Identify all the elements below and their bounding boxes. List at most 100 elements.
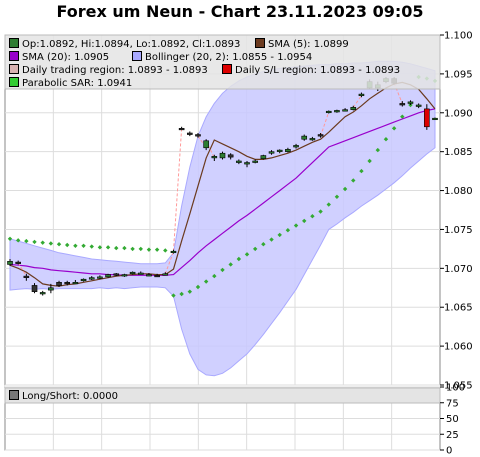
candle-body — [285, 149, 291, 152]
sar-point — [351, 178, 356, 183]
sar-point — [400, 114, 405, 119]
sar-point — [15, 238, 21, 243]
sar-point — [65, 242, 70, 248]
candle-body — [350, 107, 357, 110]
y-tick-label: 1.075 — [444, 225, 473, 236]
sar-point — [383, 137, 389, 142]
chart-title: Forex um Neun - Chart 23.11.2023 09:05 — [56, 2, 424, 21]
legend-bollinger-label: Bollinger (20, 2): 1.0855 - 1.0954 — [145, 52, 313, 63]
candle-body — [23, 275, 30, 278]
sar-point — [73, 243, 78, 248]
sma20-swatch-icon — [9, 51, 19, 61]
sar-point — [236, 256, 242, 262]
sar-point — [269, 237, 274, 242]
sub-y-tick-label: 100 — [446, 383, 465, 394]
sar-point — [154, 247, 160, 252]
y-tick-label: 1.060 — [444, 342, 473, 353]
sar-point — [228, 262, 233, 267]
legend-sar-label: Parabolic SAR: 1.0941 — [22, 78, 133, 89]
sar-point — [244, 252, 250, 257]
candle-body — [227, 154, 234, 158]
sma5-line — [9, 81, 436, 287]
sar-point — [56, 242, 62, 247]
legend-item-sar: Parabolic SAR: 1.0941 — [9, 77, 132, 89]
candle-body — [203, 140, 209, 149]
candle-body — [276, 149, 283, 152]
candle-body — [80, 278, 87, 282]
candle-body — [219, 152, 226, 159]
sar-point — [252, 246, 258, 252]
candle-body — [407, 101, 414, 104]
sar-point — [40, 240, 45, 245]
sar-point — [48, 241, 54, 246]
sar-point — [277, 232, 282, 238]
candle-body — [415, 104, 422, 107]
sub-legend-box — [4, 387, 441, 404]
sar-point — [326, 202, 331, 207]
sar-point — [203, 279, 209, 284]
legend-item-sma5: SMA (5): 1.0899 — [255, 38, 349, 50]
candle-body — [178, 128, 185, 131]
sar-point — [179, 291, 184, 297]
sar-point — [163, 248, 168, 253]
sar-point — [293, 223, 299, 228]
sar-point — [334, 194, 340, 199]
candle-body — [252, 160, 258, 163]
sar-point — [310, 214, 315, 219]
y-tick-label: 1.100 — [444, 31, 473, 42]
candle-body — [97, 276, 103, 279]
candle-body — [187, 132, 193, 135]
candle-body — [301, 135, 308, 140]
candle-body — [358, 93, 365, 96]
candle-body — [113, 273, 120, 276]
sar-point — [195, 284, 201, 290]
sar-point — [146, 247, 152, 252]
candle-body — [105, 274, 111, 278]
sub-y-tick-label: 50 — [446, 414, 459, 425]
gap-connector — [352, 95, 362, 108]
y-tick-label: 1.090 — [444, 108, 473, 119]
sma5-swatch-icon — [255, 38, 265, 48]
candle-body — [195, 134, 201, 137]
sub-y-tick-label: 25 — [446, 430, 459, 441]
bollinger-band — [9, 60, 436, 377]
candle-body — [121, 274, 128, 277]
sar-point — [212, 273, 217, 279]
sar-point — [302, 218, 307, 224]
sar-point — [97, 245, 103, 250]
candle-body — [170, 250, 177, 254]
sar-point — [171, 293, 176, 298]
candle-body — [88, 277, 95, 280]
bollinger-swatch-icon — [132, 51, 142, 61]
bollinger-area — [9, 60, 436, 377]
gap-connector — [205, 140, 215, 159]
sub-y-tick-label: 0 — [446, 446, 452, 457]
gap-connector — [172, 128, 183, 252]
sar-point — [187, 289, 193, 294]
candle-body — [244, 162, 250, 165]
candle-body — [260, 155, 267, 159]
candle-body — [293, 145, 299, 148]
legend-sma20-label: SMA (20): 1.0905 — [22, 52, 110, 63]
sar-point — [114, 245, 119, 251]
sar-point — [261, 242, 266, 247]
candle-body — [56, 282, 62, 286]
legend-item-bollinger: Bollinger (20, 2): 1.0855 - 1.0954 — [132, 51, 312, 63]
sar-point — [138, 246, 143, 252]
candle-body — [129, 271, 136, 275]
sar-point — [285, 228, 291, 233]
y-tick-label: 1.085 — [444, 147, 473, 158]
candle-body — [317, 134, 324, 137]
sar-swatch-icon — [9, 77, 19, 87]
candle-body — [162, 273, 169, 276]
y-tick-label: 1.095 — [444, 69, 473, 80]
sar-point — [122, 245, 127, 251]
legend-trading-region-label: Daily trading region: 1.0893 - 1.0893 — [22, 65, 208, 76]
sub-y-tick-label: 75 — [446, 398, 459, 409]
candle-body — [7, 261, 13, 265]
candle-body — [39, 292, 46, 295]
candle-body — [146, 274, 152, 277]
gap-connector — [164, 251, 174, 274]
candle-body — [64, 282, 71, 285]
